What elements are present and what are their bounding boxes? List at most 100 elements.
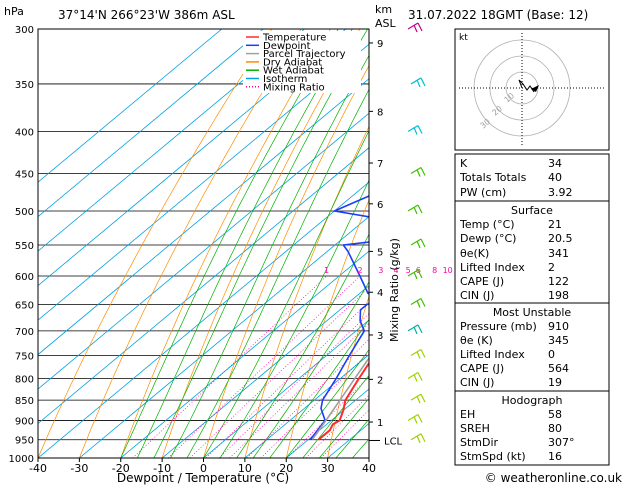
wind-barb [410, 77, 426, 88]
surface-row-value: 21 [548, 218, 562, 231]
wet-adiabat-line [252, 281, 369, 458]
mixing-ratio-label: 1 [324, 266, 329, 275]
isotherm-line [38, 43, 369, 321]
wind-barb-staff [410, 393, 422, 401]
pressure-tick-label: 400 [15, 128, 34, 139]
height-tick-label: 8 [377, 107, 383, 118]
wet-adiabat-line [269, 318, 369, 458]
surface-row-label: CIN (J) [460, 289, 494, 302]
index-value: 34 [548, 157, 562, 170]
wind-barb-flag [416, 79, 421, 88]
temperature-tick-label: -40 [29, 462, 47, 475]
mu-row-label: CAPE (J) [460, 362, 504, 375]
hodo-row-label: EH [460, 408, 475, 421]
height-tick-label: 3 [377, 331, 383, 342]
wind-barb-flag [416, 240, 421, 249]
dry-adiabat-line [79, 29, 302, 458]
x-axis-label: Dewpoint / Temperature (°C) [117, 471, 289, 485]
wind-barb-flag [417, 22, 423, 32]
wind-barb [410, 348, 426, 359]
asl-label: ASL [375, 17, 397, 30]
wind-barb-staff [410, 297, 422, 306]
isotherm-line [79, 216, 369, 458]
hodograph: kt 10 20 30 [454, 28, 610, 151]
height-tick-label: 5 [377, 247, 383, 258]
temperature-axis: -40 -30 -20 -10 0 10 20 30 40 [29, 458, 376, 475]
wind-barb-flag [413, 206, 418, 215]
indices-table: K 34 Totals Totals 40 PW (cm) 3.92 [454, 153, 610, 202]
wind-barb-flag [417, 414, 423, 423]
dry-adiabat-line [285, 198, 369, 458]
pressure-tick-label: 500 [15, 207, 34, 218]
pressure-tick-label: 900 [15, 416, 34, 427]
mu-row-value: 564 [548, 362, 569, 375]
mu-row-value: 19 [548, 376, 562, 389]
pressure-tick-label: 300 [15, 25, 34, 36]
wind-barb-flag [413, 127, 418, 135]
mixing-ratio-line [286, 376, 369, 458]
lcl-label: LCL [384, 436, 403, 447]
pressure-tick-label: 1000 [9, 454, 34, 465]
wind-barb [407, 22, 423, 33]
surface-row-label: Temp (°C) [459, 218, 515, 231]
most-unstable-title: Most Unstable [493, 306, 572, 319]
surface-row-value: 2 [548, 261, 555, 274]
location-title: 37°14'N 266°23'W 386m ASL [58, 8, 235, 22]
index-label: Totals Totals [459, 171, 527, 184]
isotherm-line [161, 285, 369, 458]
wind-barb [410, 433, 426, 443]
pressure-tick-label: 550 [15, 241, 34, 252]
wind-barb [407, 269, 423, 280]
wind-barb [410, 238, 426, 249]
isotherm-line [38, 29, 264, 218]
most-unstable-table: Most Unstable Pressure (mb) 910 θe (K) 3… [454, 302, 610, 392]
surface-row-label: θe(K) [460, 247, 489, 260]
hpa-label: hPa [4, 5, 24, 18]
temperature-tick-label: 40 [362, 462, 376, 475]
wind-barbs [407, 22, 426, 443]
wind-barb-flag [413, 374, 418, 382]
wind-barb-flag [416, 395, 421, 404]
copyright-footer: © weatheronline.co.uk [485, 471, 622, 485]
surface-title: Surface [511, 204, 553, 217]
mixing-ratio-line [229, 322, 369, 458]
wind-barb-staff [410, 348, 422, 357]
mu-row-value: 910 [548, 320, 569, 333]
isotherm-line [203, 319, 369, 458]
height-tick-label: 4 [377, 288, 383, 299]
height-tick-label: 2 [377, 375, 383, 386]
wind-barb [410, 166, 426, 177]
index-value: 40 [548, 171, 562, 184]
wind-barb-flag [417, 269, 423, 279]
legend-entry: Dry Adiabat [263, 57, 322, 68]
isotherm-line [38, 29, 347, 287]
hodograph-table-title: Hodograph [502, 394, 563, 407]
surface-row-label: Lifted Index [460, 261, 525, 274]
mu-row-value: 0 [548, 348, 555, 361]
mixing-ratio-line [218, 312, 369, 458]
pressure-tick-label: 800 [15, 374, 34, 385]
hodograph-unit: kt [459, 33, 468, 43]
indices-frame [454, 153, 610, 202]
wind-barb-staff [407, 324, 419, 332]
wind-barb-flag [417, 125, 423, 134]
wet-adiabat-line [153, 29, 368, 458]
wind-barb-staff [407, 413, 419, 421]
chart-line-layer [38, 29, 629, 458]
dry-adiabat-line [38, 29, 273, 458]
wind-barb-flag [420, 393, 426, 403]
mixing-ratio-label: 5 [406, 266, 411, 275]
wind-barb-staff [407, 371, 419, 380]
wind-barb-staff [410, 166, 422, 174]
datetime-title: 31.07.2022 18GMT (Base: 12) [408, 8, 588, 22]
wind-barb-flag [420, 77, 426, 87]
isotherm-line [38, 78, 369, 356]
series-line-temperature [317, 361, 369, 441]
dry-adiabat-line [617, 29, 629, 458]
surface-row-value: 122 [548, 275, 569, 288]
mu-row-label: Pressure (mb) [460, 320, 537, 333]
temperature-tick-label: -10 [153, 462, 171, 475]
wind-barb-flag [420, 433, 426, 442]
wind-barb-flag [413, 326, 418, 335]
wind-barb-flag [416, 351, 421, 359]
